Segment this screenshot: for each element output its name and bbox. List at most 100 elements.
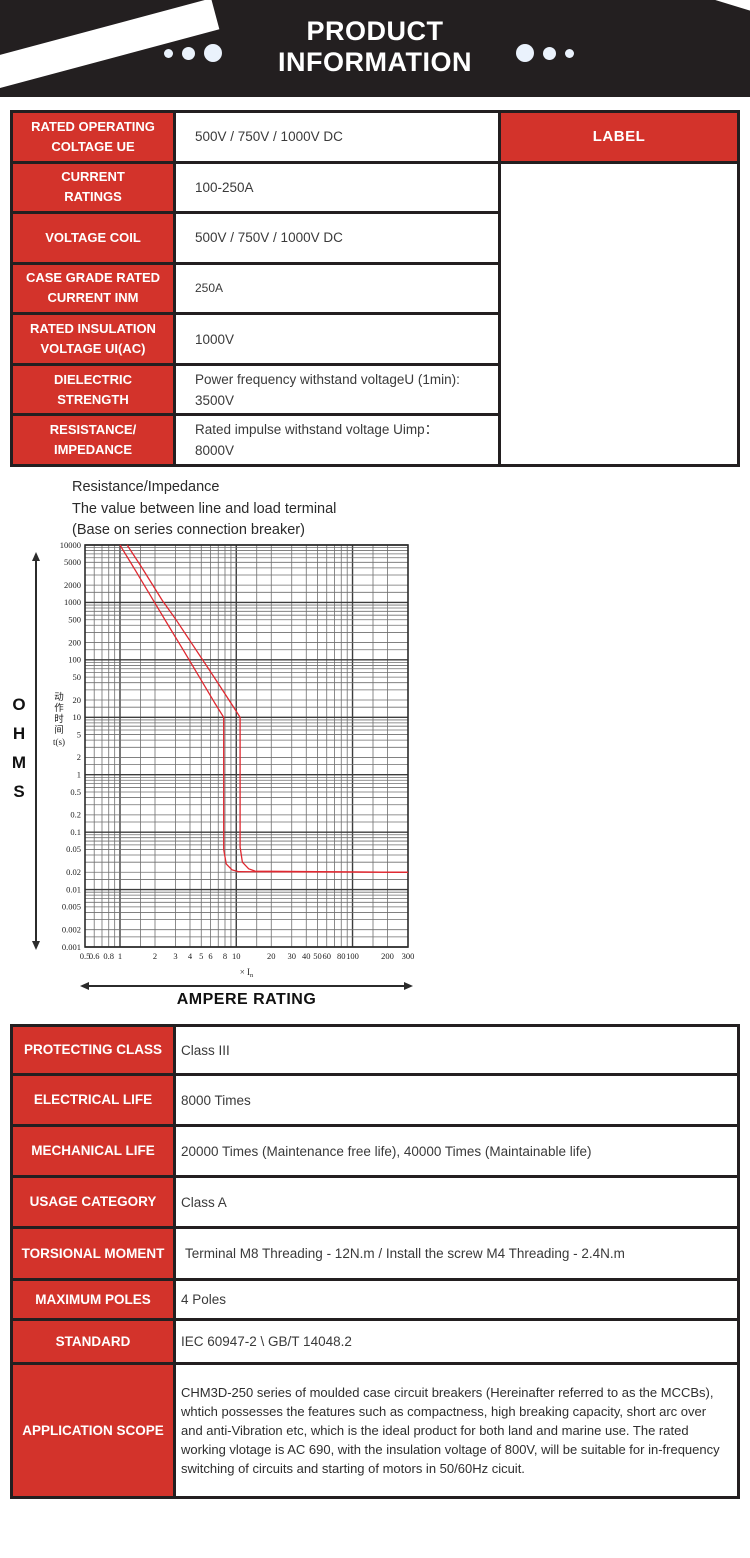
rating-value: 20000 Times (Maintenance free life), 400… — [176, 1127, 737, 1175]
chart-note-line: (Base on series connection breaker) — [72, 522, 305, 538]
svg-text:300: 300 — [402, 951, 415, 961]
rating-value: Class III — [176, 1027, 737, 1073]
dot-icon — [182, 46, 195, 60]
svg-text:6: 6 — [208, 951, 212, 961]
series-trip-curve-upper — [126, 544, 409, 873]
svg-text:40: 40 — [302, 951, 311, 961]
svg-text:作: 作 — [54, 702, 64, 714]
svg-text:0.005: 0.005 — [62, 902, 81, 912]
y-axis-label-ohms: O H M S — [11, 695, 27, 801]
spec-label: RESISTANCE/ IMPEDANCE — [13, 416, 173, 464]
svg-text:50: 50 — [73, 672, 82, 682]
rating-label: APPLICATION SCOPE — [13, 1365, 173, 1496]
svg-text:0.2: 0.2 — [70, 810, 81, 820]
svg-text:8: 8 — [223, 951, 227, 961]
spec-value: 500V / 750V / 1000V DC — [176, 113, 498, 161]
svg-text:100: 100 — [346, 951, 359, 961]
svg-text:30: 30 — [287, 951, 296, 961]
rating-label: MECHANICAL LIFE — [13, 1127, 173, 1175]
dot-icon — [516, 44, 534, 62]
label-image-placeholder — [501, 163, 737, 464]
svg-text:时: 时 — [54, 713, 64, 725]
svg-text:0.5: 0.5 — [80, 951, 91, 961]
svg-text:3: 3 — [173, 951, 177, 961]
svg-text:2: 2 — [77, 752, 81, 762]
svg-text:60: 60 — [322, 951, 331, 961]
svg-text:1000: 1000 — [64, 597, 81, 607]
header-banner: PRODUCT INFORMATION — [0, 0, 750, 97]
vertical-double-arrow-icon — [32, 552, 40, 950]
svg-text:0.02: 0.02 — [66, 867, 81, 877]
svg-text:0.001: 0.001 — [62, 942, 81, 952]
svg-text:200: 200 — [381, 951, 394, 961]
svg-text:2000: 2000 — [64, 580, 81, 590]
svg-text:5: 5 — [77, 729, 81, 739]
dot-icon — [543, 46, 556, 60]
rating-label: STANDARD — [13, 1321, 173, 1362]
svg-text:5: 5 — [199, 951, 203, 961]
rating-label: MAXIMUM POLES — [13, 1281, 173, 1318]
svg-text:× In: × In — [240, 967, 254, 979]
rating-value: Terminal M8 Threading - 12N.m / Install … — [176, 1229, 737, 1278]
spec-label: CASE GRADE RATED CURRENT INM — [13, 264, 173, 313]
x-axis-label-ampere-rating: AMPERE RATING — [176, 991, 317, 1008]
svg-text:20: 20 — [267, 951, 276, 961]
series-trip-curve-lower — [119, 544, 409, 873]
spec-value: Power frequency withstand voltageU (1min… — [176, 365, 498, 414]
spec-label: DIELECTRIC STRENGTH — [13, 365, 173, 414]
spec-value: 100-250A — [176, 163, 498, 212]
svg-text:20: 20 — [73, 695, 82, 705]
rating-label: TORSIONAL MOMENT — [13, 1229, 173, 1278]
rating-value: IEC 60947-2 \ GB/T 14048.2 — [176, 1321, 737, 1362]
diagonal-stripe-right-icon — [631, 0, 750, 57]
spec-table: RATED OPERATING COLTAGE UE 500V / 750V /… — [10, 110, 740, 467]
spec-label: CURRENT RATINGS — [13, 163, 173, 212]
svg-text:100: 100 — [68, 655, 81, 665]
ratings-table: PROTECTING CLASS Class III ELECTRICAL LI… — [10, 1024, 740, 1499]
svg-text:10000: 10000 — [60, 541, 81, 550]
rating-value: 8000 Times — [176, 1076, 737, 1124]
svg-text:0.6: 0.6 — [89, 951, 100, 961]
horizontal-double-arrow-icon — [80, 982, 413, 990]
spec-label: RATED OPERATING COLTAGE UE — [13, 113, 173, 161]
decorative-dots-right — [516, 42, 574, 64]
svg-text:0.1: 0.1 — [70, 827, 81, 837]
svg-text:0.5: 0.5 — [70, 787, 81, 797]
svg-text:0.05: 0.05 — [66, 844, 81, 854]
page-title: PRODUCT INFORMATION — [278, 16, 472, 77]
spec-value: 1000V — [176, 315, 498, 363]
rating-value: Class A — [176, 1178, 737, 1226]
spec-value: 500V / 750V / 1000V DC — [176, 214, 498, 262]
chart-notes: Resistance/Impedance The value between l… — [72, 477, 336, 542]
svg-text:4: 4 — [188, 951, 193, 961]
spec-value: Rated impulse withstand voltage Uimp： 80… — [176, 416, 498, 464]
label-column-header: LABEL — [501, 113, 737, 161]
chart-note-line: The value between line and load terminal — [72, 500, 337, 517]
svg-text:0.8: 0.8 — [103, 951, 114, 961]
svg-text:动: 动 — [54, 692, 64, 703]
svg-text:200: 200 — [68, 637, 81, 647]
svg-text:80: 80 — [337, 951, 346, 961]
svg-text:t(s): t(s) — [53, 737, 65, 747]
spec-label: RATED INSULATION VOLTAGE UI(AC) — [13, 315, 173, 363]
rating-label: USAGE CATEGORY — [13, 1178, 173, 1226]
decorative-dots-left — [164, 42, 222, 64]
spec-label: VOLTAGE COIL — [13, 214, 173, 262]
svg-text:间: 间 — [54, 724, 64, 736]
rating-label: ELECTRICAL LIFE — [13, 1076, 173, 1124]
svg-text:2: 2 — [153, 951, 157, 961]
svg-text:1: 1 — [118, 951, 122, 961]
dot-icon — [565, 48, 574, 58]
svg-text:10: 10 — [232, 951, 241, 961]
rating-value: CHM3D-250 series of moulded case circuit… — [176, 1365, 737, 1496]
svg-text:50: 50 — [313, 951, 322, 961]
svg-text:0.01: 0.01 — [66, 884, 81, 894]
dot-icon — [164, 48, 173, 58]
dot-icon — [204, 44, 222, 62]
svg-text:5000: 5000 — [64, 557, 81, 567]
chart-note-line: Resistance/Impedance — [72, 479, 220, 495]
rating-label: PROTECTING CLASS — [13, 1027, 173, 1073]
svg-text:1: 1 — [77, 770, 81, 780]
rating-value: 4 Poles — [176, 1281, 737, 1318]
